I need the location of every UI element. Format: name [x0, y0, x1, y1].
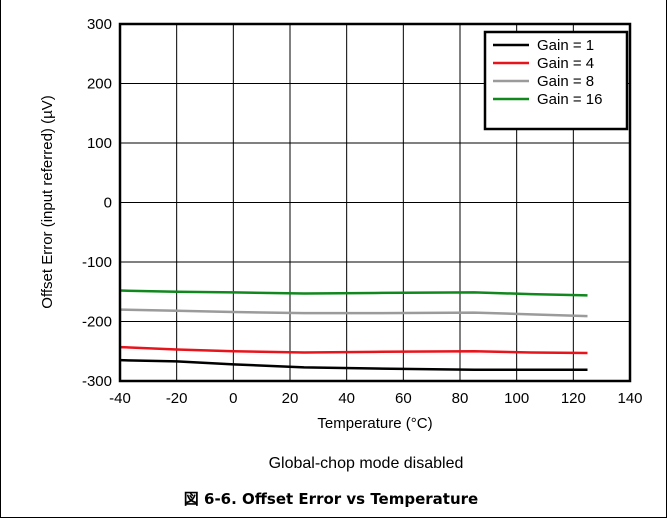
y-tick-label: -300	[82, 373, 112, 390]
series-line-4	[119, 289, 588, 297]
y-axis-label: Offset Error (input referred) (µV)	[39, 95, 56, 308]
legend-entry: Gain = 4	[537, 55, 594, 72]
legend-entry: Gain = 8	[537, 73, 594, 90]
y-tick-label: -200	[82, 314, 112, 331]
x-tick-label: 0	[229, 390, 237, 407]
x-tick-label: 40	[338, 390, 355, 407]
series-line-1	[119, 358, 588, 371]
x-tick-label: 140	[617, 390, 642, 407]
y-tick-label: 200	[87, 76, 112, 93]
x-tick-label: 120	[561, 390, 586, 407]
x-tick-label: 100	[504, 390, 529, 407]
series-line-3	[119, 308, 588, 318]
plot-border	[118, 22, 632, 383]
legend-entry: Gain = 16	[537, 91, 602, 108]
figure-caption: 図 6-6. Offset Error vs Temperature	[184, 490, 478, 508]
y-tick-label: 300	[87, 16, 112, 33]
x-axis-label: Temperature (°C)	[317, 415, 432, 432]
x-tick-label: -20	[166, 390, 188, 407]
x-tick-labels: -40 -20 0 20 40 60 80 100 120 140	[109, 390, 642, 407]
x-tick-label: 20	[282, 390, 299, 407]
chop-mode-note: Global-chop mode disabled	[269, 455, 464, 472]
x-tick-label: -40	[109, 390, 131, 407]
y-tick-label: 0	[104, 195, 112, 212]
y-tick-labels: -300 -200 -100 0 100 200 300	[82, 16, 112, 390]
x-tick-label: 80	[452, 390, 469, 407]
legend-entry: Gain = 1	[537, 37, 594, 54]
y-tick-label: -100	[82, 254, 112, 271]
y-tick-label: 100	[87, 135, 112, 152]
x-tick-label: 60	[395, 390, 412, 407]
series-lines	[119, 289, 588, 371]
series-line-2	[119, 345, 588, 355]
